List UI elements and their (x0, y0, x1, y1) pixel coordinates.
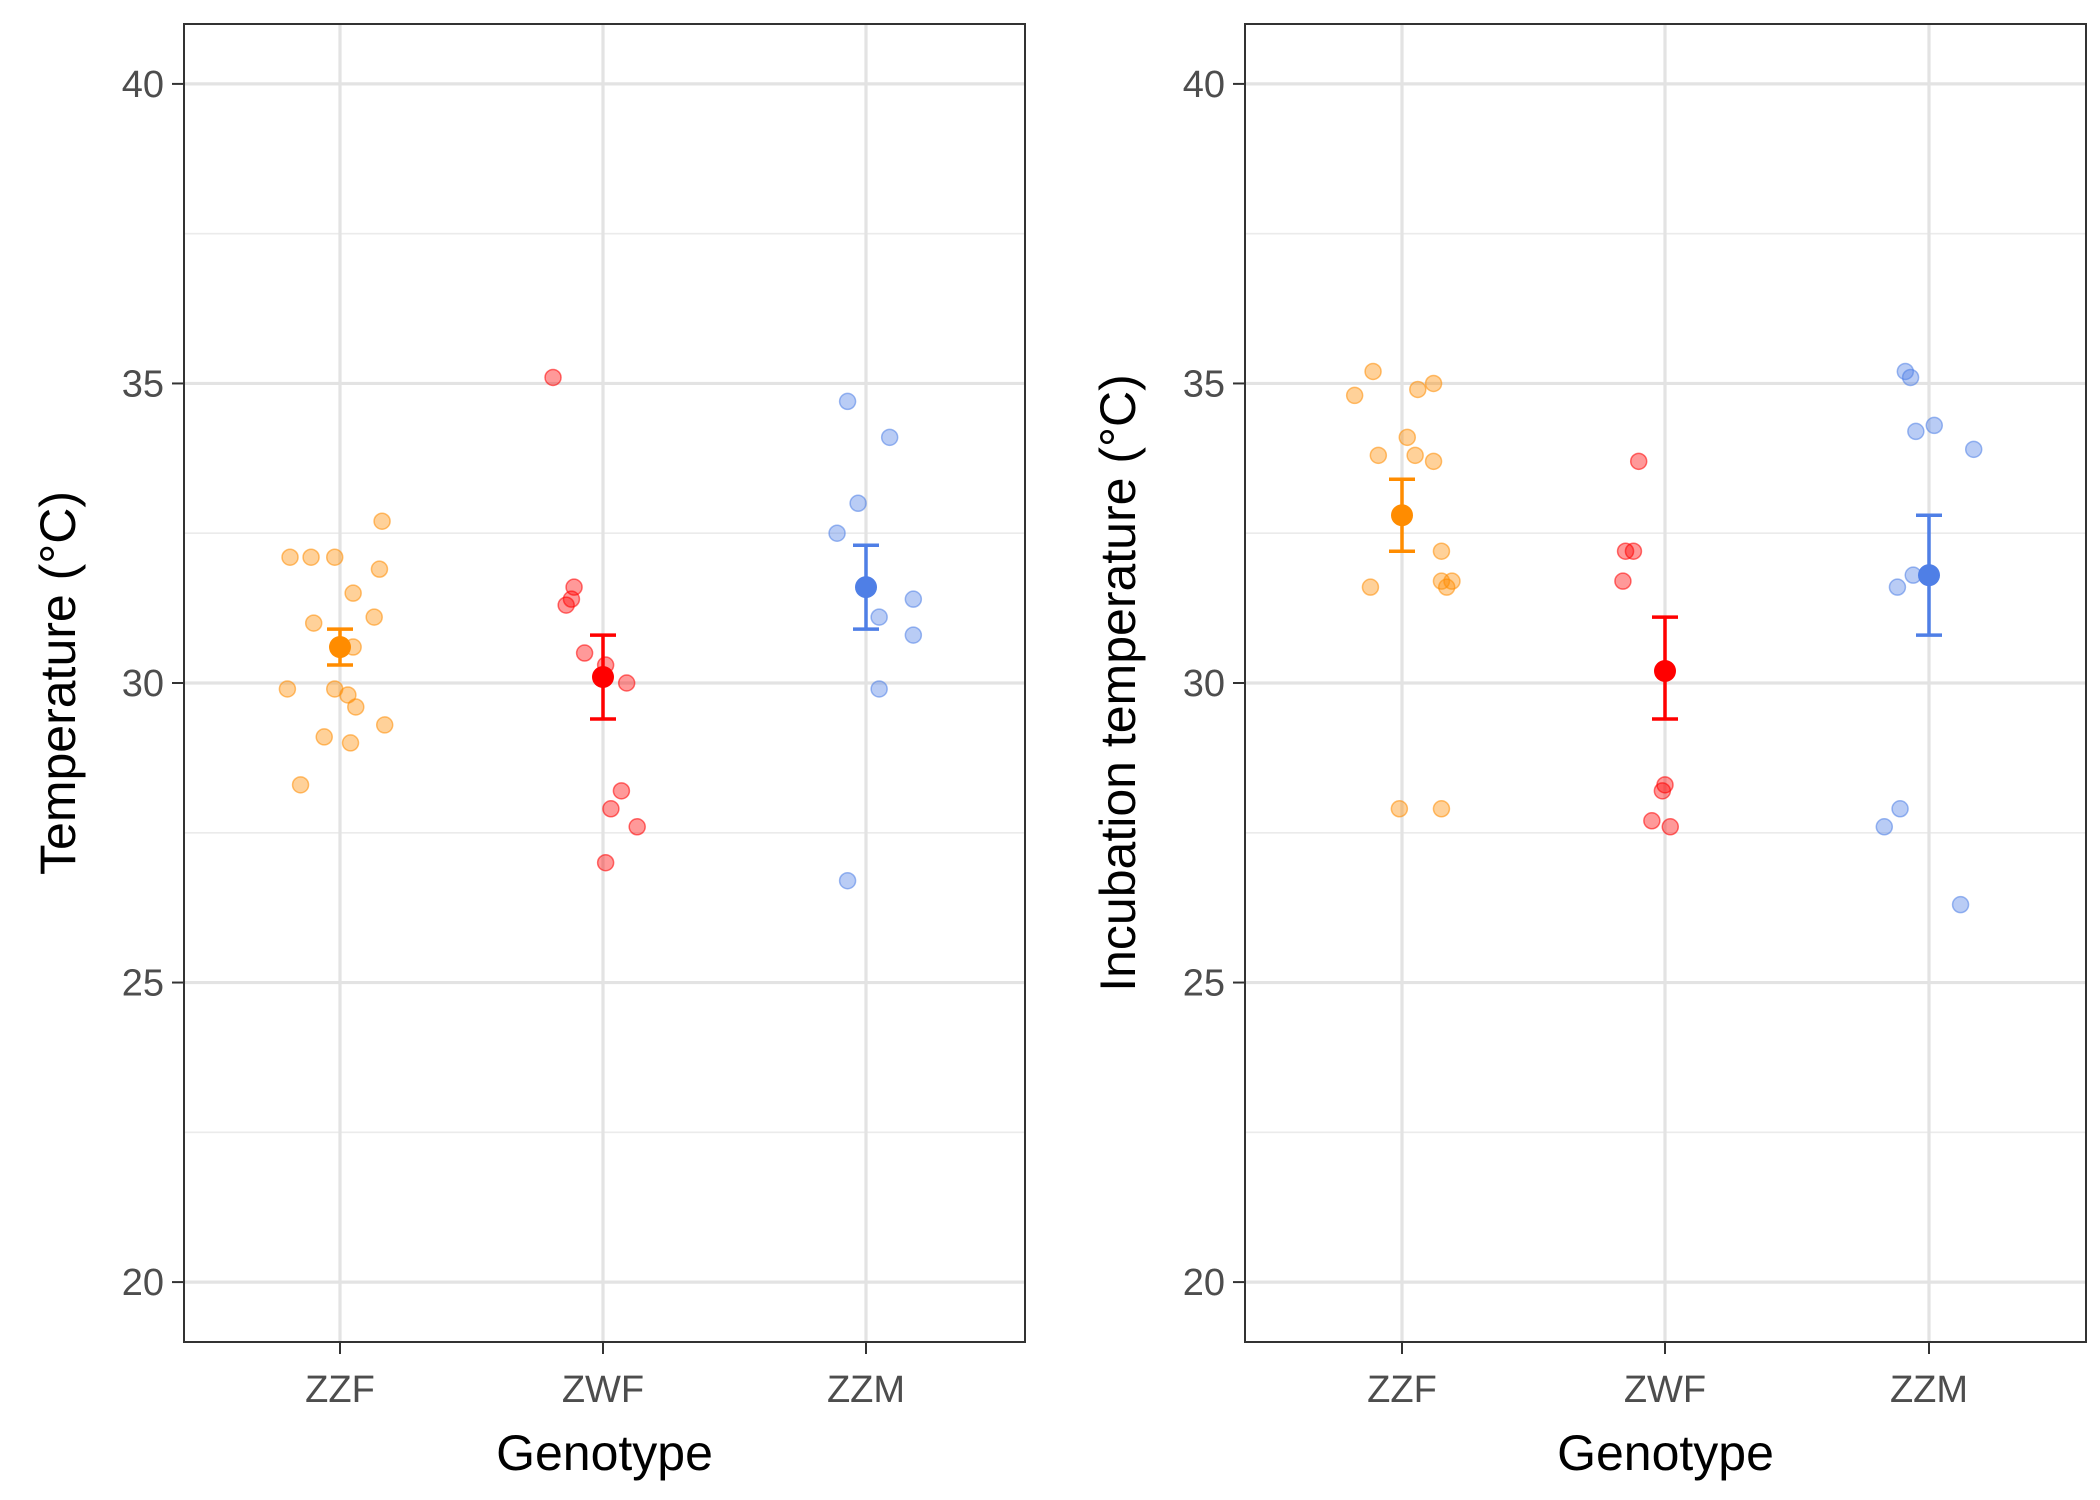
right-point-zwf (1643, 812, 1661, 830)
left-point-zwf (628, 818, 646, 836)
right-point-zzf (1432, 800, 1451, 818)
right-x-tick-label: ZZF (1367, 1369, 1437, 1411)
left-x-tick-label: ZZM (827, 1369, 905, 1411)
left-point-zzf (291, 776, 310, 794)
right-point-zzf (1409, 380, 1427, 399)
right-panel: 20 25 30 35 40 ZZF ZWF ZZM Genotype Incubation … (1090, 23, 2087, 1481)
right-point-zzf (1406, 446, 1424, 465)
right-point-zwf (1629, 452, 1648, 471)
left-point-zzf (373, 512, 391, 530)
right-point-zzf (1364, 362, 1382, 381)
right-point-zzf (1369, 446, 1388, 465)
right-point-zzf (1398, 428, 1417, 447)
left-x-tick-label: ZZF (305, 1369, 375, 1411)
left-point-zzf (347, 698, 365, 716)
right-marks (1345, 362, 1983, 914)
right-point-zzm (1925, 416, 1944, 435)
left-point-zzf (375, 716, 394, 734)
left-point-zzm (880, 428, 899, 447)
left-point-zwf (544, 368, 562, 387)
right-point-zzf (1345, 386, 1364, 405)
left-point-zwf (557, 596, 575, 614)
left-point-zzf (302, 548, 320, 566)
left-point-zwf (612, 782, 631, 800)
left-point-zzm (838, 871, 857, 890)
right-point-zzf (1432, 542, 1451, 560)
left-mean-point-zwf (592, 666, 614, 689)
right-point-zzf (1361, 578, 1380, 596)
right-point-zzm (1875, 818, 1894, 836)
left-point-zzf (339, 686, 357, 704)
right-point-zwf (1614, 572, 1632, 590)
left-panel: 20 25 30 35 40 ZZF ZWF ZZM Genotype Temperature… (30, 23, 1026, 1481)
right-point-zzm (1901, 368, 1920, 387)
left-point-zwf (575, 644, 594, 662)
right-point-zwf (1661, 818, 1680, 836)
right-panel-border (1244, 23, 2087, 1343)
right-point-zwf (1616, 542, 1635, 560)
right-point-zzf (1390, 800, 1409, 818)
left-panel-border (183, 23, 1026, 1343)
left-point-zzf (281, 548, 299, 566)
left-point-zzf (344, 584, 362, 602)
right-point-zzm (1891, 800, 1909, 818)
left-point-zzm (904, 626, 923, 644)
left-y-axis-title: Temperature (°C) (30, 491, 86, 875)
left-point-zzm (849, 494, 867, 513)
left-ticks: 20 25 30 35 40 ZZF ZWF ZZM (122, 64, 905, 1411)
left-point-zzf (365, 608, 383, 626)
right-ticks: 20 25 30 35 40 ZZF ZWF ZZM (1183, 64, 1968, 1411)
right-point-zzf (1424, 452, 1443, 471)
right-point-zzf (1443, 572, 1461, 590)
left-x-tick-label: ZWF (562, 1369, 644, 1411)
right-x-axis-title: Genotype (1557, 1425, 1774, 1481)
left-point-zzm (870, 680, 888, 698)
left-point-zwf (602, 800, 620, 818)
right-point-zzm (1888, 578, 1907, 596)
left-mean-point-zzf (329, 636, 351, 659)
left-point-zzm (870, 608, 888, 626)
left-marks (278, 368, 923, 890)
left-y-tick-label: 35 (122, 363, 164, 405)
left-point-zzf (325, 548, 344, 566)
left-point-zzf (341, 734, 360, 752)
right-mean-point-zzm (1918, 564, 1940, 587)
left-y-tick-label: 30 (122, 663, 164, 705)
left-point-zwf (596, 853, 615, 872)
left-point-zzf (304, 614, 323, 632)
left-point-zwf (617, 674, 636, 692)
right-x-tick-label: ZWF (1624, 1369, 1706, 1411)
left-y-tick-label: 20 (122, 1262, 164, 1304)
right-point-zzm (1951, 895, 1970, 914)
right-mean-point-zwf (1654, 660, 1676, 683)
right-point-zzf (1424, 374, 1443, 393)
left-grid (184, 24, 1025, 1342)
left-point-zzf (278, 680, 297, 698)
left-point-zzm (904, 590, 923, 608)
left-y-tick-label: 40 (122, 64, 164, 106)
right-y-tick-label: 40 (1183, 64, 1225, 106)
left-point-zzf (315, 728, 333, 746)
right-y-tick-label: 25 (1183, 963, 1225, 1005)
left-y-tick-label: 25 (122, 963, 164, 1005)
right-y-tick-label: 35 (1183, 363, 1225, 405)
right-y-axis-title: Incubation temperature (°C) (1090, 374, 1146, 992)
right-point-zzm (1964, 440, 1983, 459)
left-mean-point-zzm (855, 576, 877, 599)
left-point-zzm (828, 524, 846, 542)
right-point-zwf (1653, 782, 1672, 800)
right-point-zzm (1907, 422, 1925, 441)
right-y-tick-label: 20 (1183, 1262, 1225, 1304)
right-y-tick-label: 30 (1183, 663, 1225, 705)
right-mean-point-zzf (1391, 504, 1413, 527)
left-point-zzf (370, 560, 389, 578)
right-x-tick-label: ZZM (1890, 1369, 1968, 1411)
left-x-axis-title: Genotype (496, 1425, 713, 1481)
left-point-zzm (838, 392, 857, 411)
